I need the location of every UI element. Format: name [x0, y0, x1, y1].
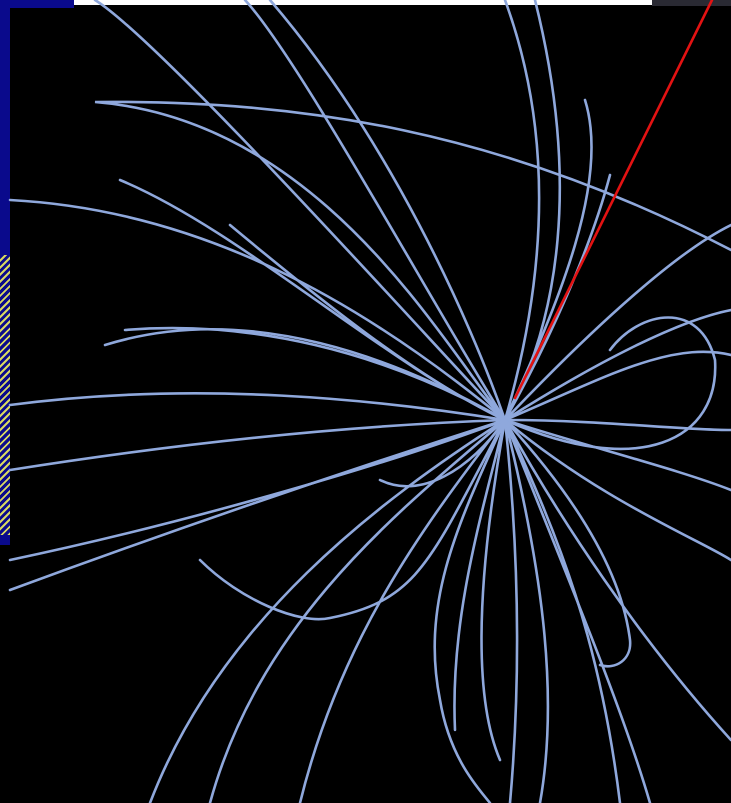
blue-track-4: [503, 0, 541, 422]
blue-track-7: [8, 198, 507, 422]
blue-track-24: [503, 418, 731, 742]
red-track: [513, 0, 714, 400]
blue-track-36: [503, 418, 632, 668]
blue-track-22: [503, 316, 717, 451]
blue-track-30: [298, 418, 507, 803]
blue-track-23: [503, 418, 731, 562]
top-right-corner: [652, 0, 731, 6]
blue-track-group: [8, 0, 731, 803]
blue-track-1: [93, 0, 507, 422]
blue-track-35: [453, 418, 507, 732]
blue-track-19: [503, 350, 731, 422]
blue-track-32: [148, 418, 507, 803]
blue-track-21: [503, 418, 731, 492]
blue-track-29: [433, 418, 507, 803]
blue-track-20: [503, 418, 731, 432]
blue-track-31: [208, 418, 507, 803]
blue-track-8: [8, 392, 507, 422]
blue-track-25: [503, 418, 622, 803]
blue-track-28: [480, 418, 507, 762]
blue-track-38: [503, 418, 652, 803]
blue-track-34: [198, 418, 507, 621]
blue-track-6: [118, 178, 507, 422]
blue-track-37: [378, 418, 507, 488]
blue-track-3: [268, 0, 507, 422]
blue-track-2: [243, 0, 507, 422]
blue-track-18: [503, 308, 731, 422]
blue-track-27: [503, 418, 519, 803]
blue-track-9: [8, 418, 507, 472]
red-track-group: [513, 0, 714, 400]
left-yellow-hatch: [0, 255, 10, 535]
blue-track-14: [94, 100, 731, 422]
blue-track-26: [503, 418, 550, 803]
blue-track-33: [8, 418, 507, 562]
top-white-bar: [74, 0, 652, 5]
blue-track-10: [8, 418, 507, 592]
top-left-blue-edge: [0, 0, 74, 8]
blue-track-13: [228, 223, 507, 422]
blue-track-17: [503, 223, 731, 422]
